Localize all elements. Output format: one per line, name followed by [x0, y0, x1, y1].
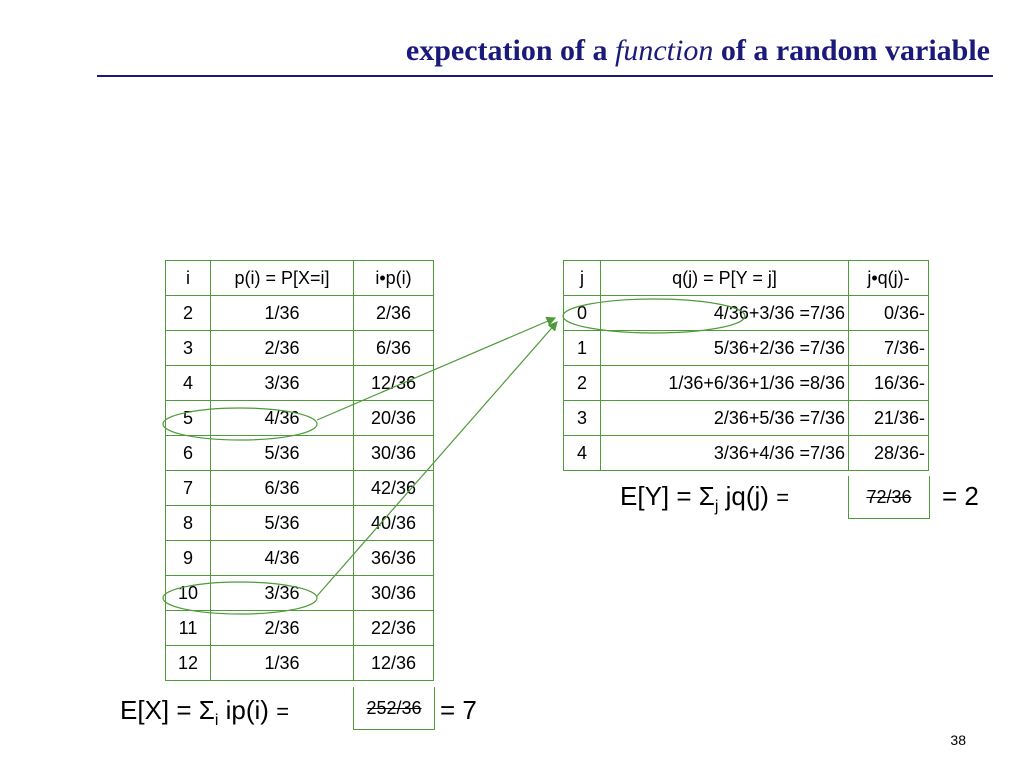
title-text: of a random variable: [720, 34, 990, 67]
formula-result: = 7: [440, 695, 477, 725]
table-row: 0 4/36+3/36 =7/36 0/36-: [563, 295, 929, 331]
cell: 0: [563, 295, 601, 331]
cell: 3/36+4/36 =7/36: [600, 435, 849, 471]
cell: 30/36: [353, 575, 434, 611]
cell: 1/36: [210, 295, 354, 331]
header-row: j q(j) = P[Y = j] j•q(j)-: [563, 260, 929, 296]
formula-eq: =: [276, 699, 290, 724]
formula-eq: =: [776, 485, 790, 510]
cell: 6/36: [210, 470, 354, 506]
cell: 10: [165, 575, 211, 611]
slide-title: expectation of a function of a random va…: [406, 34, 990, 68]
formula-sub: j: [714, 498, 719, 516]
cell: 1/36+6/36+1/36 =8/36: [600, 365, 849, 401]
formula-text: jq(j): [718, 481, 769, 511]
table-row: 12 1/36 12/36: [165, 645, 434, 681]
cell: 0/36-: [848, 295, 929, 331]
cell: 40/36: [353, 505, 434, 541]
table-x: i p(i) = P[X=i] i•p(i) 2 1/36 2/36 3 2/36 6/36 4 3…: [165, 260, 434, 681]
cell: 3: [563, 400, 601, 436]
formula-ey: E[Y] = Σj jq(j) =: [620, 481, 789, 516]
title-italic: function: [615, 34, 714, 67]
highlight-ellipse: [162, 407, 318, 441]
table-row: 3 2/36 6/36: [165, 330, 434, 366]
table-row: 3 2/36+5/36 =7/36 21/36-: [563, 400, 929, 436]
cell: 21/36-: [848, 400, 929, 436]
total-cell: 72/36: [848, 476, 930, 519]
table-row: 11 2/36 22/36: [165, 610, 434, 646]
cell: 12/36: [353, 645, 434, 681]
formula-text: E[Y] = Σ: [620, 481, 715, 511]
cell: 6/36: [353, 330, 434, 366]
formula-sub: i: [214, 712, 219, 730]
cell: 2: [563, 365, 601, 401]
page-number: 38: [950, 732, 966, 748]
header-cell: i•p(i): [353, 260, 434, 296]
arrow: [316, 316, 557, 421]
header-row: i p(i) = P[X=i] i•p(i): [165, 260, 434, 296]
highlight-ellipse: [162, 581, 318, 615]
table-y: j q(j) = P[Y = j] j•q(j)- 0 4/36+3/36 =7/36 0…: [563, 260, 929, 471]
cell: 2: [165, 295, 211, 331]
table-row: 7 6/36 42/36: [165, 470, 434, 506]
cell: 7: [165, 470, 211, 506]
header-cell: j•q(j)-: [848, 260, 929, 296]
cell: 5/36+2/36 =7/36: [600, 330, 849, 366]
formula-ex: E[X] = Σi ip(i) =: [120, 695, 289, 730]
formula-text: E[X] = Σ: [120, 695, 215, 725]
cell: 4/36: [210, 400, 354, 436]
header-cell: q(j) = P[Y = j]: [600, 260, 849, 296]
cell: 42/36: [353, 470, 434, 506]
highlight-ellipse: [562, 298, 746, 334]
cell: 12/36: [353, 365, 434, 401]
title-text: expectation of a: [405, 34, 608, 67]
total-cell: 252/36: [353, 687, 435, 730]
cell: 2/36+5/36 =7/36: [600, 400, 849, 436]
cell: 3: [165, 330, 211, 366]
table-row: 1 5/36+2/36 =7/36 7/36-: [563, 330, 929, 366]
arrow: [316, 321, 558, 597]
cell: 1/36: [210, 645, 354, 681]
cell: 30/36: [353, 435, 434, 471]
table-row: 2 1/36+6/36+1/36 =8/36 16/36-: [563, 365, 929, 401]
cell: 36/36: [353, 540, 434, 576]
formula-result: = 2: [942, 481, 979, 511]
table-row: 2 1/36 2/36: [165, 295, 434, 331]
formula-text: ip(i): [218, 695, 269, 725]
cell: 2/36: [353, 295, 434, 331]
table-row: 6 5/36 30/36: [165, 435, 434, 471]
title-rule: [97, 75, 993, 77]
cell: 28/36-: [848, 435, 929, 471]
table-row: 4 3/36+4/36 =7/36 28/36-: [563, 435, 929, 471]
cell: 4/36+3/36 =7/36: [600, 295, 849, 331]
cell: 4: [563, 435, 601, 471]
